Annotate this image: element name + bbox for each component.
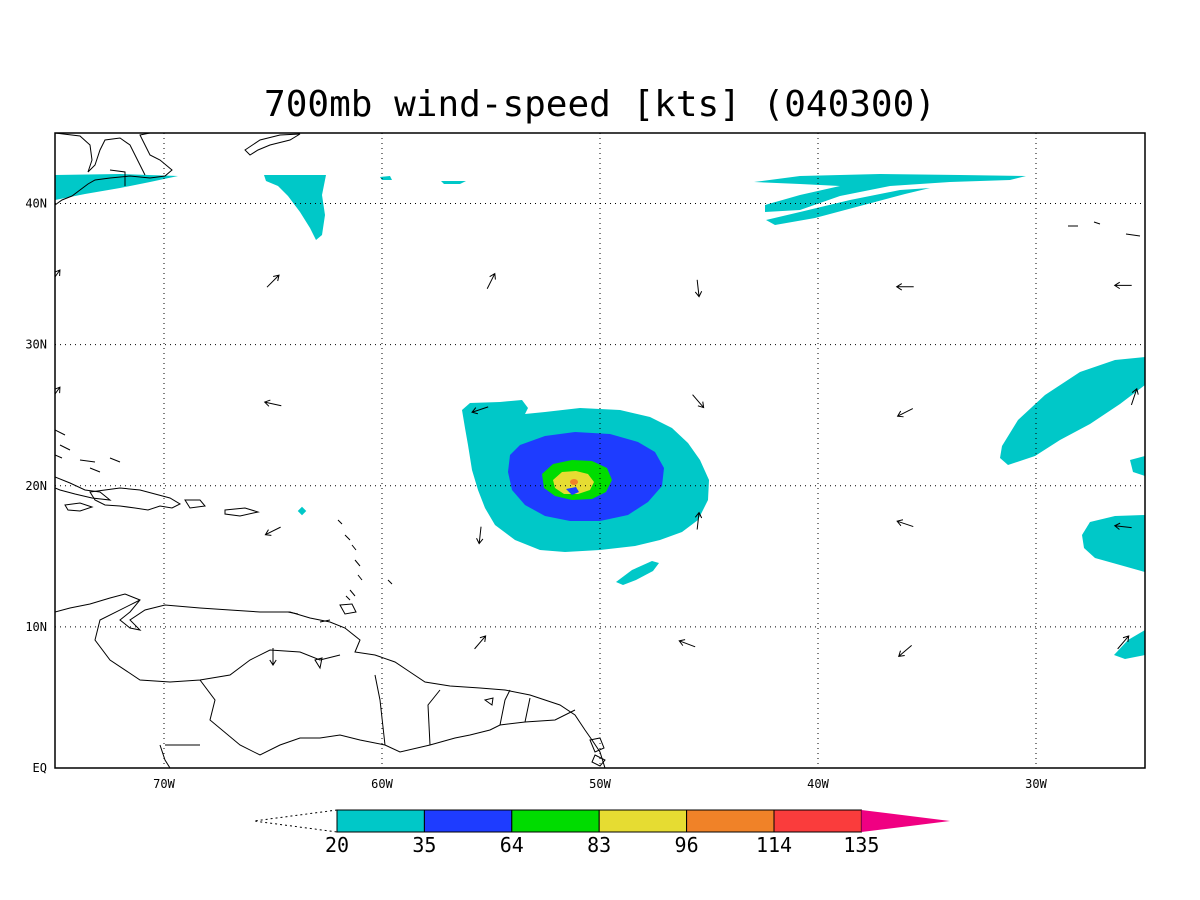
longitude-tick-labels: 70W 60W 50W 40W 30W — [153, 777, 1047, 791]
lat-tick-label: EQ — [33, 761, 47, 775]
contour-east-edge-speck — [1130, 456, 1145, 476]
lat-tick-label: 10N — [25, 620, 47, 634]
wind-vector-arrow — [694, 279, 703, 298]
lon-tick-label: 30W — [1025, 777, 1047, 791]
lake-outline — [314, 657, 494, 706]
colorbar-swatch — [511, 809, 600, 833]
lat-tick-label: 40N — [25, 197, 47, 211]
colorbar-below-triangle — [253, 809, 338, 833]
south-america-coast — [55, 593, 606, 768]
colorbar-level-label: 114 — [756, 833, 792, 857]
new-england-outline — [87, 137, 146, 186]
lon-tick-label: 70W — [153, 777, 175, 791]
jamaica-coast — [64, 502, 94, 512]
wind-vector-arrow — [474, 635, 487, 650]
bahamas-islands — [55, 429, 121, 473]
wind-vector-arrow — [266, 274, 280, 288]
wind-vector-arrow — [263, 399, 282, 407]
colorbar-swatch — [336, 809, 425, 833]
colorbar: 20 35 64 83 96 114 135 — [253, 809, 950, 857]
wind-vector-arrow — [694, 511, 703, 530]
colorbar-level-label: 135 — [843, 833, 879, 857]
wind-speed-contours — [55, 174, 1145, 659]
wind-vector-arrow — [678, 639, 696, 648]
azores-islands — [1068, 221, 1141, 237]
wind-vector-arrow — [269, 648, 277, 666]
colorbar-level-label: 35 — [412, 833, 436, 857]
wind-vector-arrow — [896, 519, 914, 528]
contour-east-band — [1000, 357, 1145, 465]
wind-vector-arrow — [1117, 635, 1130, 650]
map-frame — [54, 132, 1146, 769]
latitude-tick-labels: EQ 10N 20N 30N 40N — [25, 197, 47, 775]
contour-north-speck-1 — [380, 176, 392, 180]
trinidad-coast — [339, 603, 357, 615]
wind-vector-arrow — [476, 526, 484, 545]
contour-northwest-jet — [55, 174, 178, 200]
colorbar-swatch — [686, 809, 775, 833]
wind-vector-arrow — [486, 272, 496, 289]
puerto-rico-coast — [184, 499, 206, 509]
lon-tick-label: 50W — [589, 777, 611, 791]
graticule — [55, 133, 1145, 768]
contour-northeast-jet-upper — [754, 174, 1026, 212]
contour-caribbean-speck — [297, 506, 307, 516]
hurricane-eye-hook — [566, 487, 579, 495]
north-america-coast — [55, 133, 173, 206]
wind-vectors — [55, 269, 1139, 666]
wind-vector-arrow — [471, 406, 489, 415]
wind-vector-arrow — [1130, 387, 1139, 406]
contour-southeast-tip — [1114, 630, 1145, 659]
virgin-islands-coast — [224, 507, 260, 517]
wind-vector-arrow — [55, 386, 61, 395]
colorbar-level-label: 20 — [325, 833, 349, 857]
colorbar-level-label: 83 — [587, 833, 611, 857]
contour-south-blob-20kt — [616, 561, 659, 585]
contour-hurricane-96kt — [570, 479, 578, 485]
wind-vector-arrow — [1113, 522, 1132, 530]
lon-tick-label: 60W — [371, 777, 393, 791]
lon-tick-label: 40W — [807, 777, 829, 791]
contour-northeast-jet-lower — [766, 188, 930, 225]
wind-vector-arrow — [692, 394, 705, 409]
nova-scotia-coast — [244, 133, 301, 156]
lat-tick-label: 30N — [25, 338, 47, 352]
map-title: 700mb wind-speed [kts] (040300) — [264, 84, 936, 125]
lesser-antilles — [287, 519, 393, 623]
south-america-borders — [94, 599, 576, 768]
wind-vector-arrow — [55, 269, 61, 278]
wind-vector-arrow — [1113, 281, 1132, 290]
colorbar-swatch — [773, 809, 862, 833]
wind-vector-arrow — [264, 526, 281, 536]
hispaniola-coast — [89, 487, 182, 511]
contour-north-speck-2 — [441, 181, 466, 184]
wind-vector-arrow — [895, 283, 914, 291]
coastlines — [55, 133, 1141, 768]
colorbar-swatch — [423, 809, 513, 833]
lat-tick-label: 20N — [25, 479, 47, 493]
colorbar-swatch — [598, 809, 688, 833]
contour-north-trough — [264, 175, 326, 240]
cuba-coast — [55, 476, 112, 501]
contour-southeast-band — [1082, 515, 1145, 572]
map-plot-area — [55, 133, 1145, 768]
wind-vector-arrow — [898, 644, 912, 658]
wind-vector-arrow — [896, 408, 914, 418]
brazil-mouth-islands — [589, 737, 606, 767]
colorbar-level-label: 64 — [500, 833, 524, 857]
colorbar-level-label: 96 — [675, 833, 699, 857]
colorbar-above-triangle — [861, 810, 950, 832]
